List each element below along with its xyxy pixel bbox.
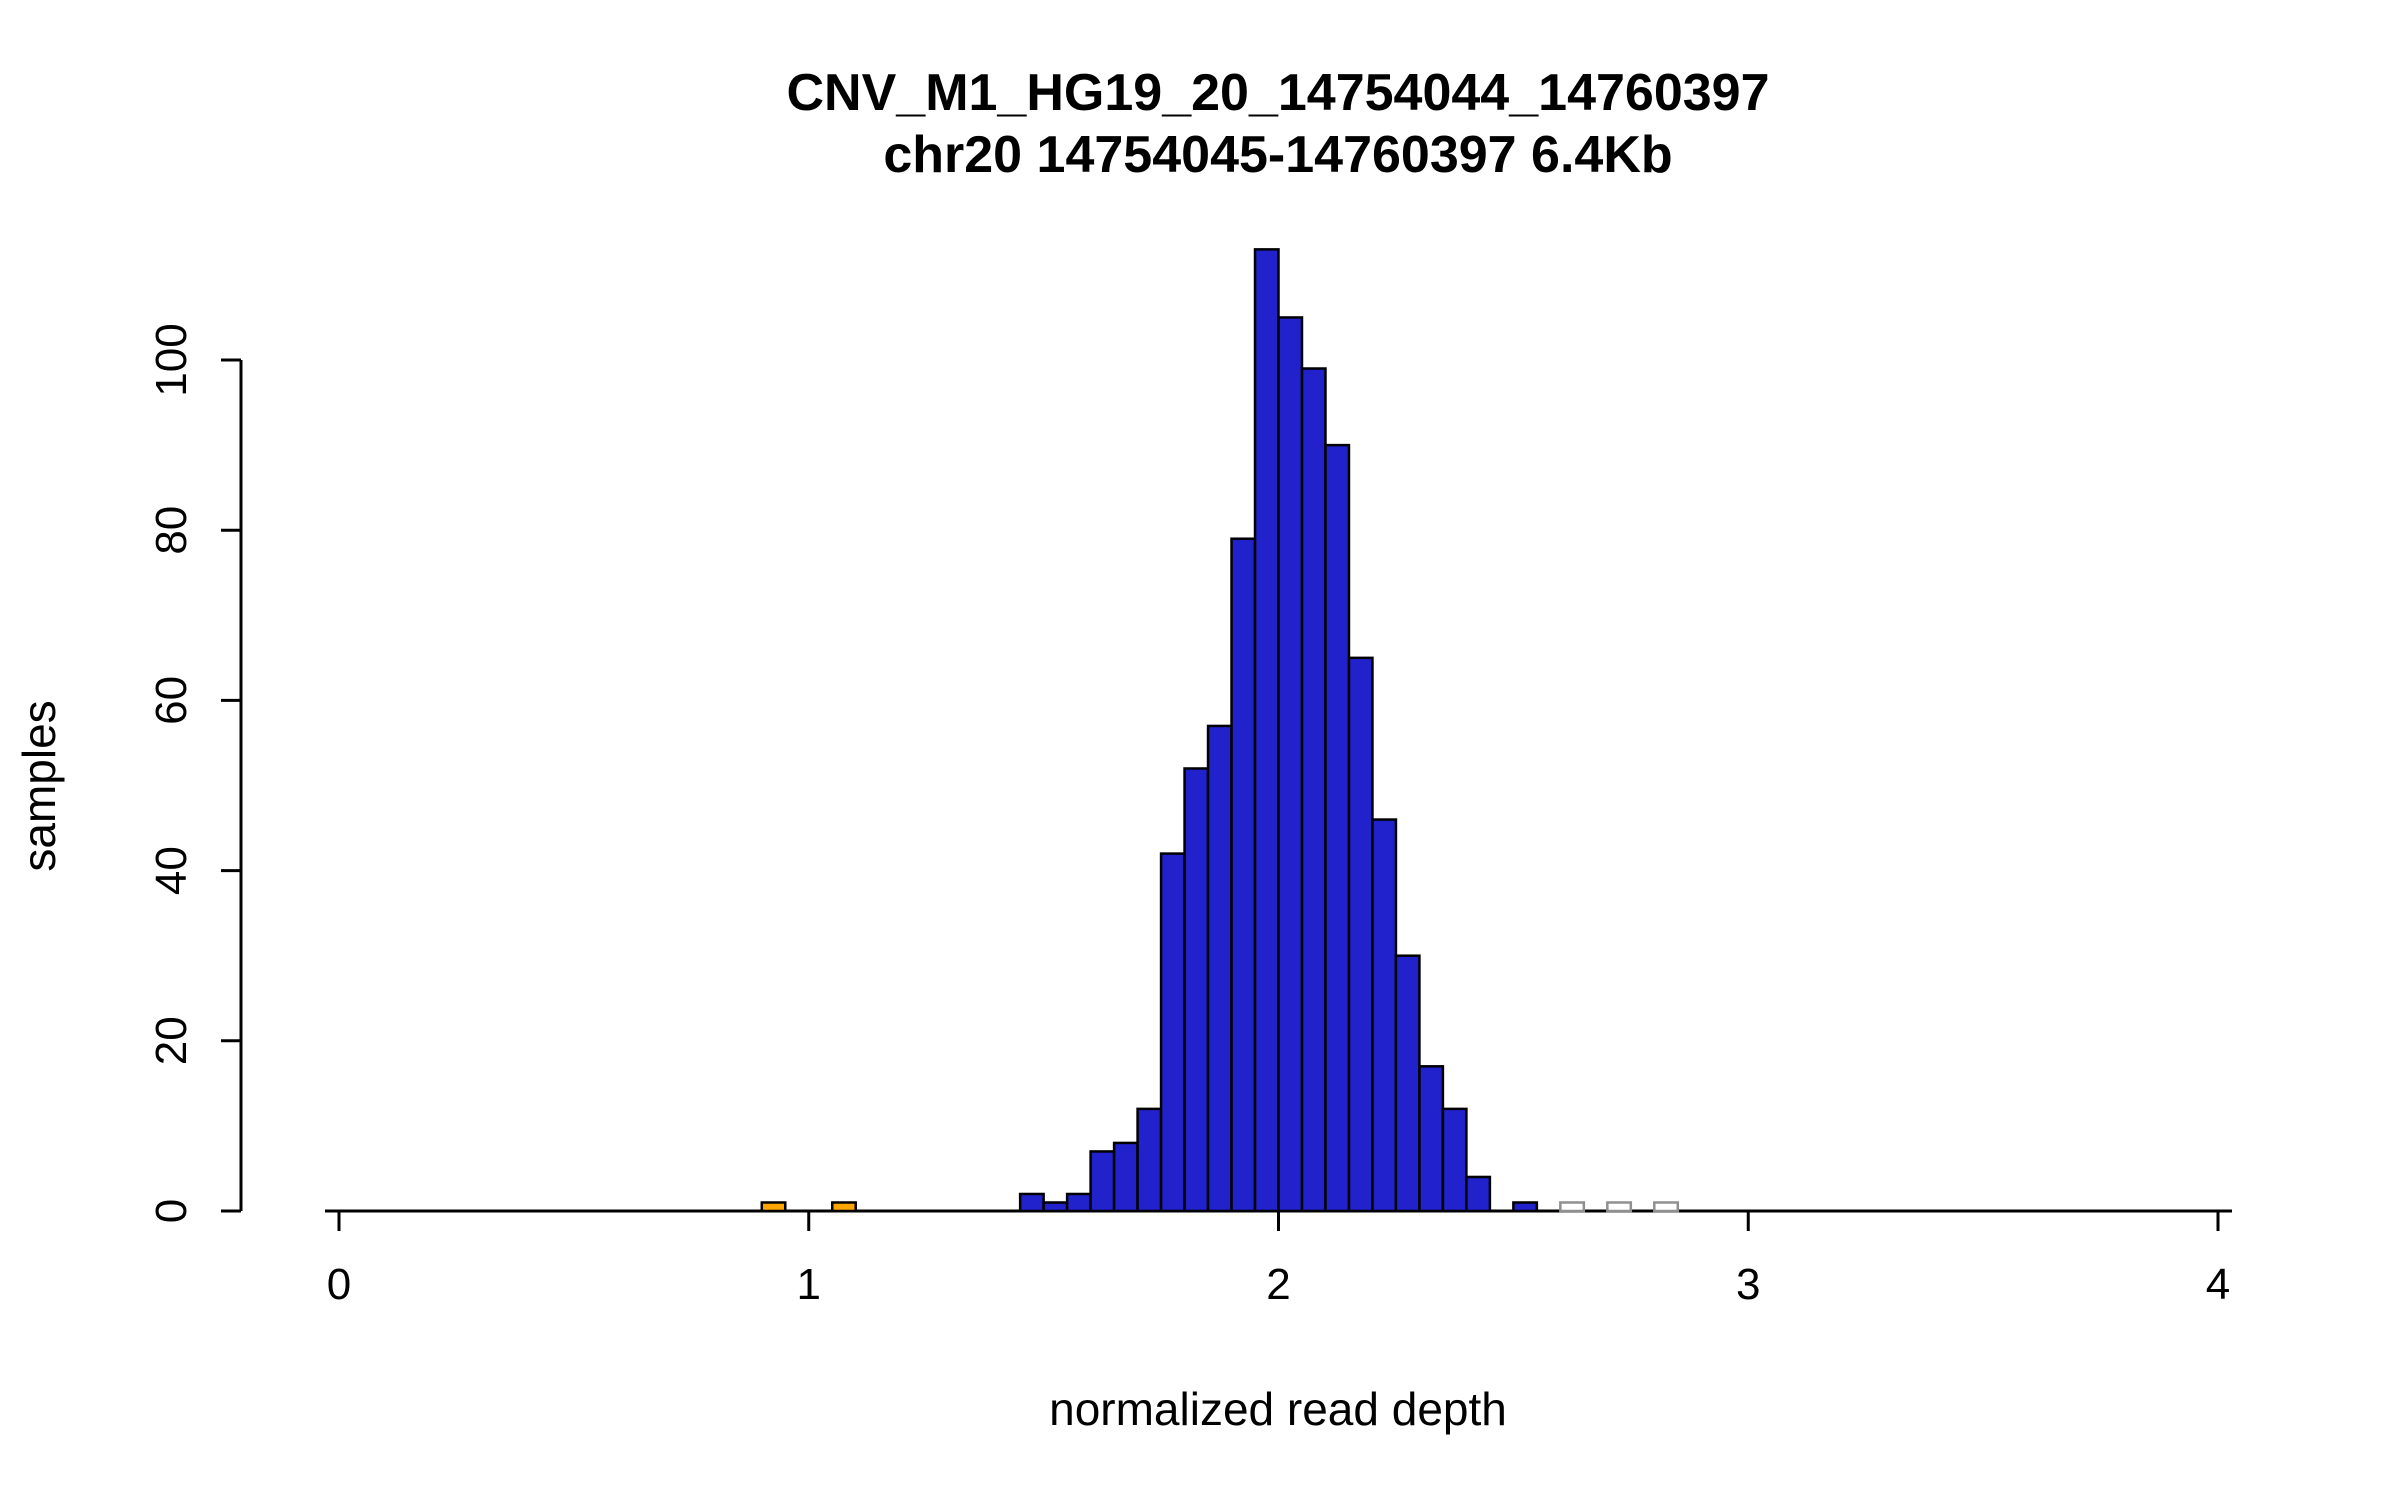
y-tick-label: 0 bbox=[147, 1199, 196, 1223]
histogram-bar bbox=[1347, 656, 1374, 1213]
histogram-bar bbox=[1653, 1201, 1680, 1213]
histogram-bar bbox=[1206, 724, 1233, 1213]
histogram-bar bbox=[1465, 1175, 1492, 1213]
histogram-bar bbox=[1277, 316, 1304, 1213]
y-tick-label: 80 bbox=[147, 506, 196, 555]
histogram-bar bbox=[1324, 443, 1351, 1213]
y-tick-label: 40 bbox=[147, 846, 196, 895]
x-tick-label: 1 bbox=[797, 1260, 821, 1309]
histogram-bars bbox=[760, 248, 1680, 1213]
histogram-bar bbox=[1018, 1192, 1045, 1213]
x-tick-label: 4 bbox=[2206, 1260, 2230, 1309]
histogram-bar bbox=[1418, 1065, 1445, 1213]
histogram-bar bbox=[1089, 1150, 1116, 1213]
histogram-bar bbox=[1512, 1201, 1539, 1213]
x-tick-label: 0 bbox=[327, 1260, 351, 1309]
histogram-bar bbox=[1159, 852, 1186, 1213]
histogram-bar bbox=[1371, 818, 1398, 1213]
histogram-bar bbox=[1112, 1141, 1139, 1213]
histogram-bar bbox=[1394, 954, 1421, 1213]
x-tick-label: 2 bbox=[1266, 1260, 1290, 1309]
y-tick-label: 20 bbox=[147, 1016, 196, 1065]
histogram-bar bbox=[1441, 1107, 1468, 1213]
y-axis-label: samples bbox=[13, 700, 65, 871]
histogram-bar bbox=[1559, 1201, 1586, 1213]
histogram-bar bbox=[1606, 1201, 1633, 1213]
histogram-bar bbox=[1253, 248, 1280, 1213]
x-axis-label: normalized read depth bbox=[1049, 1383, 1507, 1435]
y-tick-label: 60 bbox=[147, 676, 196, 725]
histogram-bar bbox=[830, 1201, 857, 1213]
histogram-bar bbox=[1136, 1107, 1163, 1213]
histogram-bar bbox=[1065, 1192, 1092, 1213]
histogram-bar bbox=[1230, 537, 1257, 1213]
histogram-bar bbox=[760, 1201, 787, 1213]
chart-subtitle: chr20 14754045-14760397 6.4Kb bbox=[883, 126, 1672, 184]
histogram-bar bbox=[1042, 1201, 1069, 1213]
histogram-bar bbox=[1300, 367, 1327, 1213]
histogram-bar bbox=[1183, 767, 1210, 1213]
y-tick-label: 100 bbox=[147, 323, 196, 396]
chart-title: CNV_M1_HG19_20_14754044_14760397 bbox=[786, 64, 1769, 122]
x-tick-label: 3 bbox=[1736, 1260, 1760, 1309]
